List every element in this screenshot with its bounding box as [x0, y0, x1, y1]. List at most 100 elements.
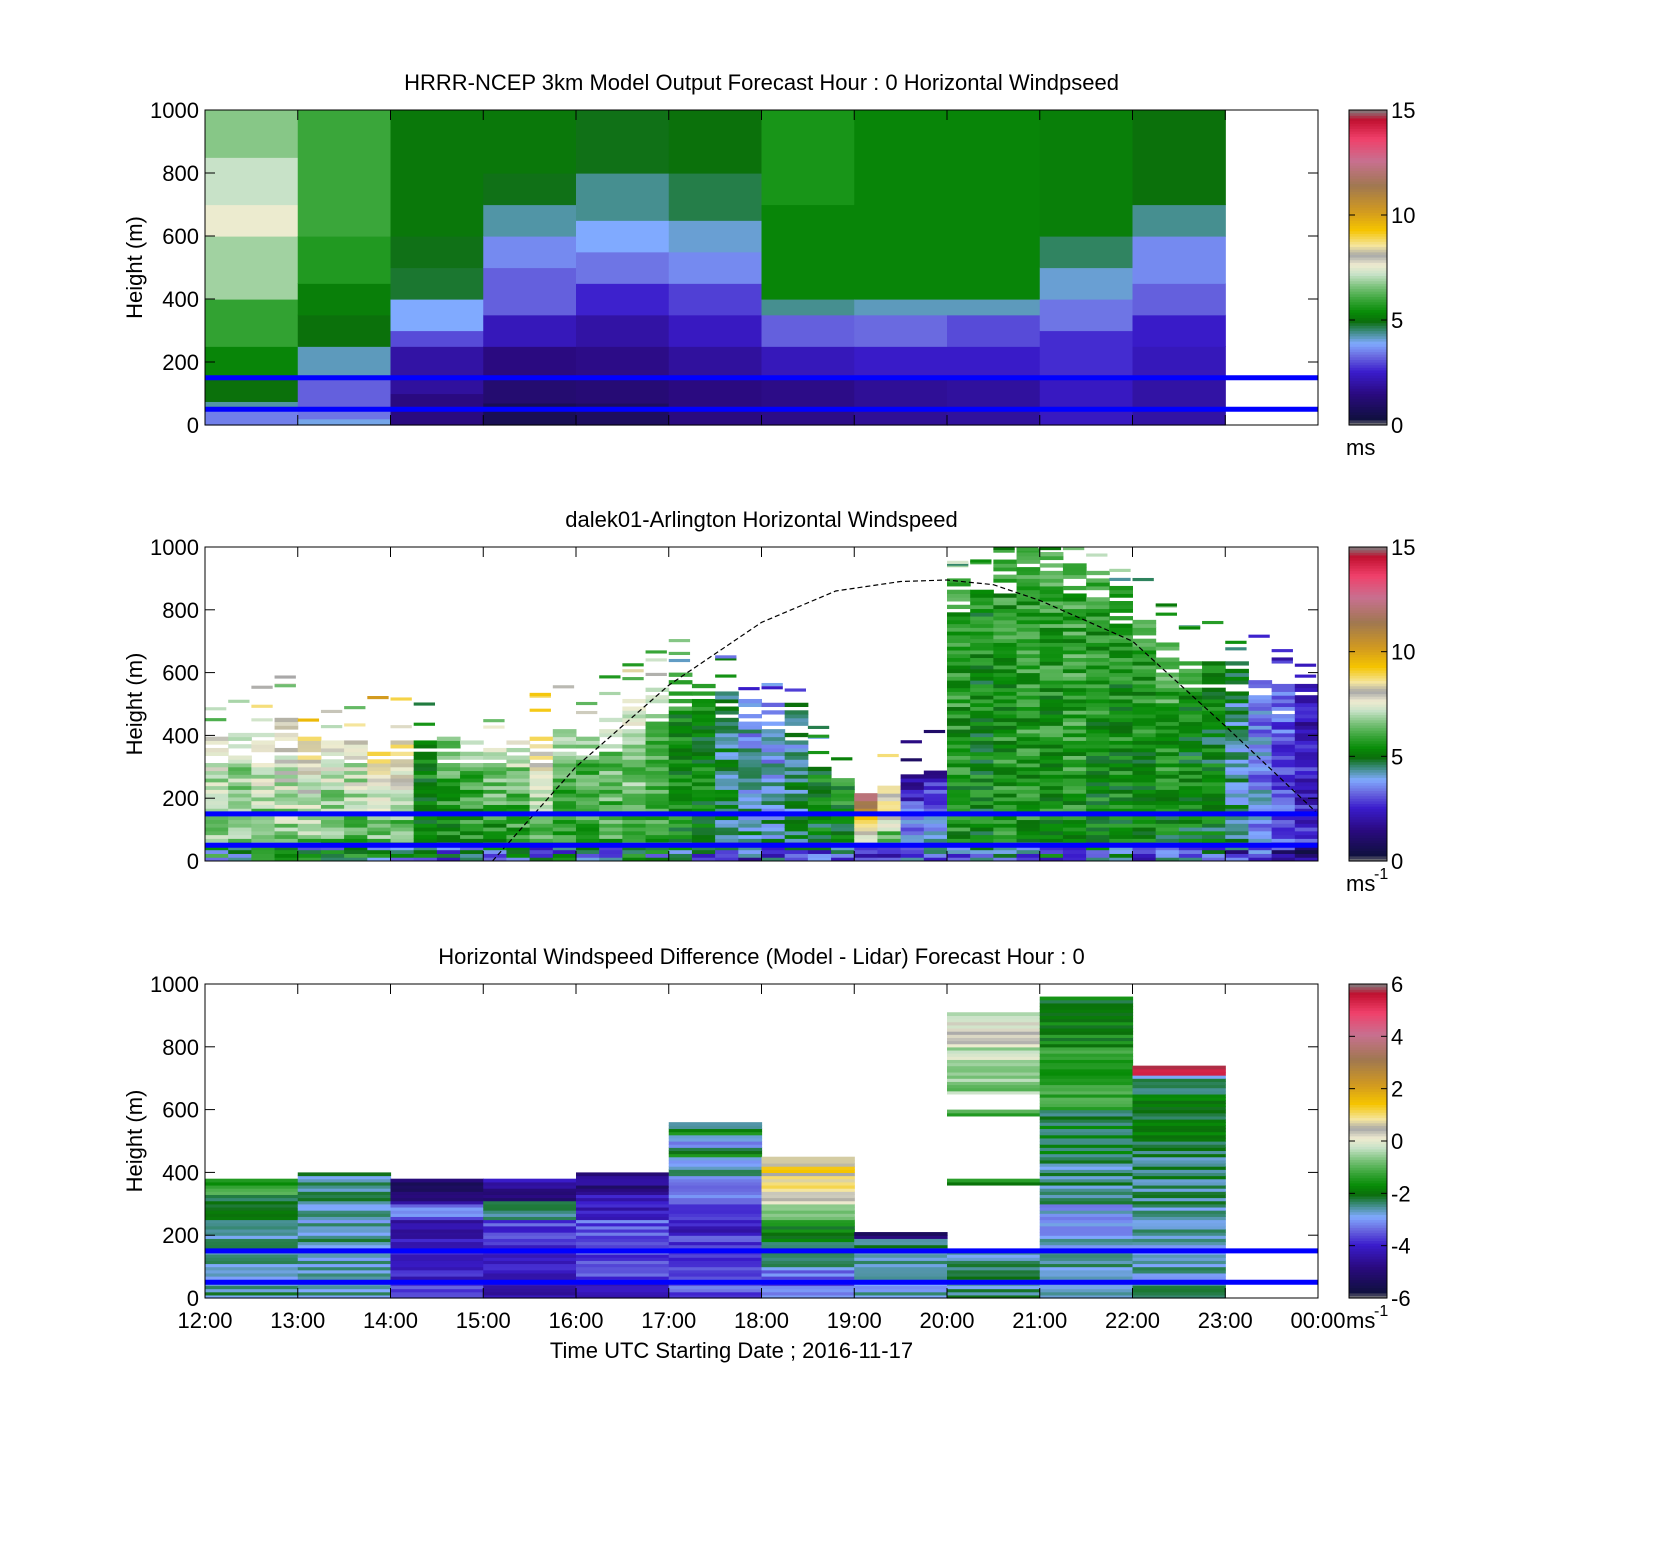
colorbar-tick-label: 6 — [1391, 972, 1403, 997]
lidar-cell — [947, 759, 971, 764]
lidar-cell — [715, 698, 739, 704]
lidar-cell — [1039, 661, 1064, 666]
lidar-cell — [1248, 770, 1273, 775]
lidar-cell — [1294, 751, 1319, 756]
lidar-cell — [390, 849, 415, 854]
lidar-cell — [993, 796, 1018, 802]
lidar-cell — [691, 691, 716, 696]
difference-cell — [1039, 1031, 1134, 1035]
lidar-cell — [1062, 845, 1087, 851]
heatmap-cell — [947, 346, 1041, 379]
colorbar-segment — [1349, 309, 1387, 313]
colorbar-segment — [1349, 322, 1387, 326]
difference-cell — [576, 1225, 670, 1230]
colorbar-segment — [1349, 422, 1387, 426]
difference-cell — [854, 1291, 948, 1296]
lidar-cell — [1062, 744, 1087, 749]
lidar-cell — [460, 830, 484, 836]
difference-cell — [668, 1162, 763, 1167]
difference-cell — [1132, 1272, 1226, 1277]
lidar-cell — [691, 702, 716, 708]
difference-cell — [297, 1260, 392, 1265]
difference-cell — [1132, 1134, 1226, 1139]
colorbar-segment — [1349, 1041, 1387, 1045]
lidar-cell — [1225, 830, 1249, 836]
lidar-cell — [923, 823, 948, 828]
lidar-cell — [1155, 823, 1180, 828]
lidar-cell — [390, 819, 415, 824]
lidar-cell — [854, 827, 878, 832]
lidar-cell — [1109, 601, 1133, 606]
difference-cell — [205, 1232, 299, 1236]
y-tick-label: 1000 — [150, 535, 199, 560]
difference-cell — [297, 1254, 392, 1258]
difference-cell — [390, 1194, 484, 1199]
lidar-cell — [761, 747, 786, 753]
lidar-cell — [970, 838, 994, 843]
lidar-cell — [993, 559, 1018, 564]
colorbar-segment — [1349, 356, 1387, 360]
lidar-cell — [1155, 714, 1180, 719]
lidar-cell — [1271, 729, 1296, 734]
difference-cell — [483, 1206, 577, 1211]
lidar-cell — [1039, 657, 1064, 662]
lidar-cell — [1178, 687, 1203, 692]
difference-cell — [1039, 1169, 1134, 1173]
difference-cell — [1132, 1285, 1226, 1290]
lidar-cell — [1109, 838, 1133, 843]
colorbar-segment — [1349, 209, 1387, 213]
lidar-cell — [529, 763, 554, 768]
lidar-cell — [413, 781, 438, 787]
colorbar-segment — [1349, 675, 1387, 679]
lidar-cell — [1109, 593, 1133, 598]
lidar-cell — [251, 740, 276, 745]
lidar-cell — [645, 751, 670, 756]
colorbar-segment — [1349, 1031, 1387, 1035]
lidar-cell — [297, 834, 322, 839]
difference-cell — [205, 1197, 299, 1202]
lidar-cell — [251, 685, 273, 689]
lidar-cell — [947, 740, 971, 745]
colorbar-segment — [1349, 1279, 1387, 1283]
lidar-cell — [1062, 710, 1087, 715]
lidar-cell — [506, 823, 531, 828]
difference-cell — [668, 1244, 763, 1249]
lidar-cell — [436, 785, 461, 790]
lidar-cell — [947, 593, 971, 598]
lidar-cell — [483, 796, 507, 802]
lidar-cell — [1086, 747, 1110, 753]
lidar-cell — [993, 827, 1018, 832]
lidar-cell — [970, 808, 994, 813]
difference-cell — [1039, 1257, 1134, 1261]
lidar-cell — [413, 744, 438, 749]
lidar-cell — [205, 796, 229, 802]
lidar-cell — [1086, 553, 1108, 557]
colorbar-segment — [1349, 641, 1387, 645]
lidar-cell — [367, 857, 391, 862]
heatmap-cell — [297, 314, 392, 347]
y-tick-label: 0 — [187, 1286, 199, 1311]
lidar-cell — [1132, 642, 1157, 647]
colorbar-segment — [1349, 1146, 1387, 1150]
difference-cell — [668, 1266, 763, 1271]
difference-cell — [483, 1260, 577, 1265]
lidar-cell — [436, 815, 461, 821]
colorbar-segment — [1349, 241, 1387, 245]
lidar-cell — [1294, 702, 1319, 708]
difference-cell — [297, 1276, 392, 1280]
difference-cell — [1039, 1156, 1134, 1161]
lidar-cell — [1248, 808, 1273, 813]
lidar-cell — [645, 793, 670, 798]
lidar-cell — [1062, 661, 1087, 666]
difference-cell — [483, 1219, 577, 1224]
lidar-cell — [1178, 725, 1203, 730]
lidar-cell — [1086, 680, 1110, 685]
lidar-cell — [1132, 668, 1157, 674]
colorbar-segment — [1349, 1188, 1387, 1192]
difference-cell — [1132, 1119, 1226, 1123]
colorbar-segment — [1349, 330, 1387, 334]
lidar-cell — [413, 849, 438, 854]
colorbar-segment — [1349, 685, 1387, 689]
lidar-cell — [970, 604, 994, 610]
